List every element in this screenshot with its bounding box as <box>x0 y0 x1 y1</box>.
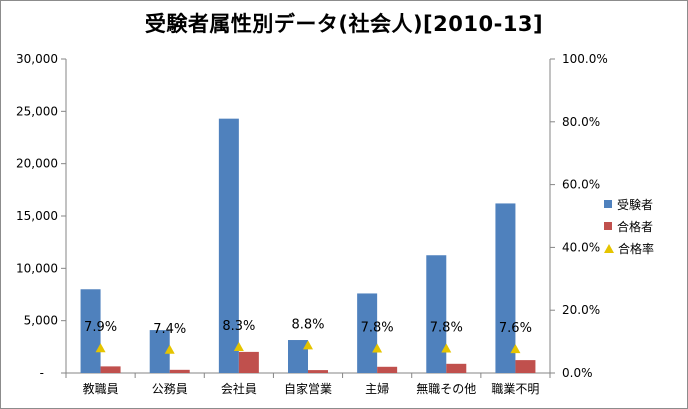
y-tick-label-left: 30,000 <box>16 52 58 66</box>
rate-marker-自家営業 <box>303 340 313 350</box>
x-tick-label: 公務員 <box>152 382 188 396</box>
rate-data-label: 7.8% <box>430 321 463 336</box>
rate-data-label: 7.8% <box>361 321 394 336</box>
y-tick-label-right: 20.0% <box>562 303 600 317</box>
y-tick-label-right: 60.0% <box>562 178 600 192</box>
y-tick-label-right: 0.0% <box>562 366 593 380</box>
y-tick-label-left: - <box>40 366 44 380</box>
legend-marker-series-2 <box>604 243 614 253</box>
bar-合格者-会社員 <box>238 351 259 373</box>
x-tick-label: 職業不明 <box>491 382 539 396</box>
y-tick-label-left: 10,000 <box>16 261 58 275</box>
legend-swatch-series-0 <box>604 200 612 208</box>
y-tick-label-left: 25,000 <box>16 104 58 118</box>
x-tick-label: 無職その他 <box>416 381 476 396</box>
rate-data-label: 7.9% <box>84 320 117 335</box>
bar-合格者-無職その他 <box>446 363 467 373</box>
bar-合格者-教職員 <box>100 366 121 373</box>
chart-legend: 受験者 合格者 合格率 <box>604 193 654 259</box>
x-tick-label: 会社員 <box>221 381 257 396</box>
rate-marker-職業不明 <box>510 344 521 354</box>
rate-marker-教職員 <box>95 343 106 353</box>
y-tick-label-right: 40.0% <box>562 240 600 254</box>
bar-受験者-自家営業 <box>288 340 308 373</box>
bar-合格者-職業不明 <box>515 360 536 373</box>
rate-data-label: 8.3% <box>222 319 255 334</box>
legend-label-series-1: 合格者 <box>617 219 654 234</box>
legend-item-series-2: 合格率 <box>604 237 654 259</box>
y-tick-label-left: 20,000 <box>16 157 58 171</box>
legend-item-series-0: 受験者 <box>604 193 654 215</box>
rate-data-label: 7.4% <box>153 322 186 337</box>
rate-marker-公務員 <box>164 344 175 354</box>
x-tick-label: 主婦 <box>365 381 389 396</box>
legend-label-series-0: 受験者 <box>617 197 654 212</box>
y-tick-label-right: 100.0% <box>562 52 608 66</box>
rate-marker-無職その他 <box>441 343 452 353</box>
bar-合格者-公務員 <box>169 369 190 373</box>
bar-合格者-自家営業 <box>308 370 328 373</box>
bar-受験者-会社員 <box>218 118 239 373</box>
legend-item-series-1: 合格者 <box>604 215 654 237</box>
x-tick-label: 教職員 <box>83 381 119 396</box>
rate-marker-主婦 <box>372 343 383 353</box>
bar-合格者-主婦 <box>377 366 398 373</box>
bar-受験者-公務員 <box>149 330 170 373</box>
y-tick-label-left: 15,000 <box>16 209 58 223</box>
bar-受験者-無職その他 <box>426 255 447 373</box>
y-tick-label-right: 80.0% <box>562 115 600 129</box>
chart-title: 受験者属性別データ(社会人)[2010-13] <box>144 12 544 36</box>
legend-label-series-2: 合格率 <box>618 241 655 256</box>
bar-受験者-主婦 <box>357 293 378 373</box>
x-tick-label: 自家営業 <box>284 381 332 396</box>
bar-受験者-教職員 <box>80 289 101 373</box>
legend-swatch-series-1 <box>604 222 612 230</box>
y-tick-label-left: 5,000 <box>24 314 58 328</box>
rate-data-label: 7.6% <box>499 321 532 336</box>
bar-受験者-職業不明 <box>495 203 516 373</box>
rate-marker-会社員 <box>233 341 244 351</box>
rate-data-label: 8.8% <box>291 317 324 332</box>
